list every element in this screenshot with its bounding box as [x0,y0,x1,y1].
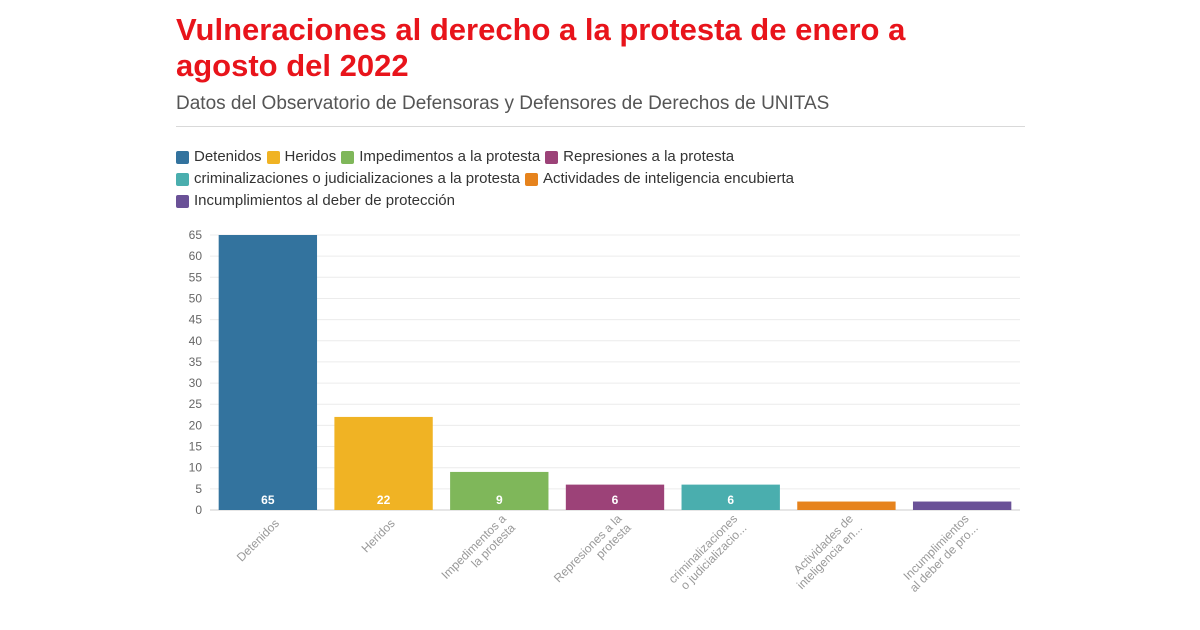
legend-row: criminalizaciones o judicializaciones a … [176,168,1036,190]
x-tick-label: Impedimentos ala protesta [439,511,519,591]
legend-label: Heridos [284,148,337,165]
y-tick-label: 45 [189,313,203,327]
legend-row: Detenidos Heridos Impedimentos a la prot… [176,146,1036,168]
y-tick-label: 5 [195,482,202,496]
legend-swatch [176,150,189,164]
bar-data-label: 9 [496,493,503,507]
bar [450,471,549,510]
y-tick-label: 30 [189,376,203,390]
legend-swatch [176,172,189,186]
y-tick-label: 15 [189,440,203,454]
x-tick-label: criminalizacioneso judicializacio... [666,512,750,596]
legend-swatch [341,150,355,164]
bar-chart: 0 5 10 15 20 25 30 35 40 45 50 55 60 65 65 Detenidos 22 H… [189,228,1020,596]
legend-label: Incumplimientos al deber de protección [194,192,455,209]
legend-label: Detenidos [194,148,262,165]
x-tick-label: Heridos [359,516,398,555]
bar-data-label: 6 [727,493,734,507]
bar [565,484,665,510]
bar [912,501,1012,510]
bar [218,235,318,510]
bar-data-label: 65 [261,493,275,507]
bar-data-label: 22 [377,493,391,507]
bar [797,501,896,510]
x-tick-label: Actividades deinteligencia en... [785,511,866,592]
legend-item-represiones[interactable]: Represiones a la protesta [545,146,734,168]
y-tick-label: 25 [189,397,203,411]
chart-subtitle: Datos del Observatorio de Defensoras y D… [176,93,830,114]
legend-item-incumplimientos[interactable]: Incumplimientos al deber de protección [176,190,455,212]
legend-swatch [176,194,189,208]
bar [334,416,433,510]
y-tick-label: 55 [189,270,203,284]
x-tick-label-line: Detenidos [234,516,282,564]
y-tick-label: 0 [195,503,202,517]
y-tick-label: 65 [189,228,203,242]
bar-data-label: 6 [612,493,619,507]
bar [681,484,780,510]
legend-swatch [525,172,538,186]
y-tick-label: 50 [189,291,203,305]
legend-label: Impedimentos a la protesta [359,148,541,165]
x-tick-label: Detenidos [234,516,282,564]
x-tick-label-line: Heridos [359,516,398,555]
y-tick-label: 60 [189,249,203,263]
legend-label: Actividades de inteligencia encubierta [543,170,794,187]
y-tick-label: 35 [189,355,203,369]
legend-item-inteligencia[interactable]: Actividades de inteligencia encubierta [525,168,794,190]
chart-legend: Detenidos Heridos Impedimentos a la prot… [176,146,1036,212]
y-tick-label: 40 [189,334,203,348]
chart-title: Vulneraciones al derecho a la protesta d… [176,12,906,83]
legend-row: Incumplimientos al deber de protección [176,190,1036,212]
legend-item-criminalizaciones[interactable]: criminalizaciones o judicializaciones a … [176,168,520,190]
y-tick-label: 20 [189,418,203,432]
y-tick-label: 10 [189,461,203,475]
legend-swatch [266,150,280,164]
legend-item-impedimentos[interactable]: Impedimentos a la protesta [341,146,540,168]
header-divider [176,126,1025,127]
legend-item-heridos[interactable]: Heridos [266,146,337,168]
legend-swatch [545,150,559,164]
legend-label: Represiones a la protesta [563,148,735,165]
legend-item-detenidos[interactable]: Detenidos [176,146,262,168]
legend-label: criminalizaciones o judicializaciones a … [194,170,520,187]
x-tick-label: Represiones a laprotesta [551,511,634,594]
x-tick-label: Incumplimientosal deber de pro... [898,512,981,595]
